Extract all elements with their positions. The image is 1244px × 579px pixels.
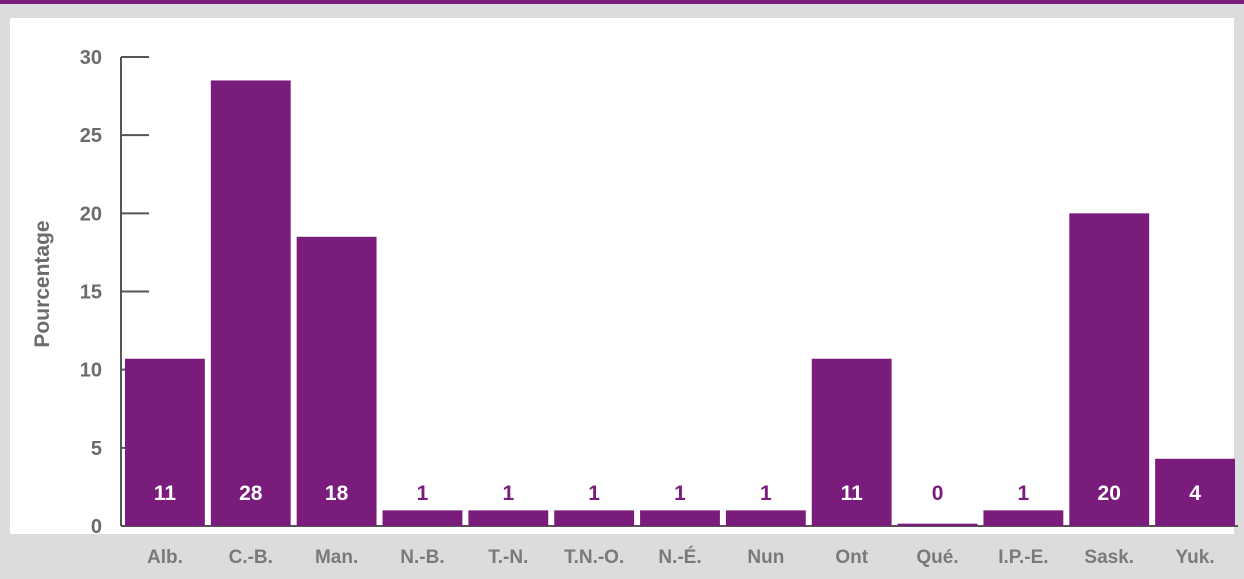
- bar: [210, 80, 291, 526]
- bar-value-label: 1: [417, 482, 429, 505]
- x-category-label: Qué.: [916, 547, 958, 568]
- bar-value-label: 1: [502, 482, 514, 505]
- x-category-label: T.-N.: [488, 547, 528, 568]
- bar-value-label: 4: [1189, 482, 1201, 505]
- y-tick-label: 5: [91, 438, 102, 460]
- bar: [983, 510, 1064, 526]
- bar: [296, 236, 377, 527]
- x-category-label: N.-B.: [400, 547, 444, 568]
- x-category-label: Sask.: [1084, 547, 1134, 568]
- bar-value-label: 1: [588, 482, 600, 505]
- bar: [811, 358, 892, 526]
- x-category-label: T.N.-O.: [564, 547, 624, 568]
- bar-value-label: 20: [1098, 482, 1121, 505]
- y-tick-label: 30: [80, 47, 102, 69]
- x-category-label: I.P.-E.: [998, 547, 1048, 568]
- x-category-label: Man.: [315, 547, 358, 568]
- bar: [382, 510, 463, 526]
- y-axis-title: Pourcentage: [31, 220, 54, 347]
- y-tick-label: 10: [80, 360, 102, 382]
- x-category-label: N.-É.: [658, 546, 701, 568]
- bar-value-label: 1: [674, 482, 686, 505]
- bar-value-label: 1: [760, 482, 772, 505]
- y-tick-label: 15: [80, 282, 102, 304]
- bar-value-label: 1: [1018, 482, 1030, 505]
- bar: [725, 510, 806, 526]
- bar-value-label: 18: [325, 482, 349, 505]
- bar-value-label: 28: [239, 482, 263, 505]
- x-category-label: Yuk.: [1176, 547, 1215, 568]
- bars: [125, 80, 1235, 527]
- y-tick-label: 0: [91, 516, 102, 538]
- y-tick-label: 25: [80, 125, 102, 147]
- bar: [468, 510, 549, 526]
- bar: [897, 523, 978, 526]
- bar-value-label: 0: [932, 482, 944, 505]
- bar: [554, 510, 635, 526]
- bar: [640, 510, 720, 526]
- bar-value-label: 11: [154, 482, 177, 505]
- top-rule: [0, 0, 1244, 4]
- x-category-label: Alb.: [147, 547, 183, 568]
- x-category-label: Nun: [747, 547, 784, 568]
- data-labels: 11 28 18 1 1 1 1 1 11 0 1 20 4: [154, 482, 1201, 505]
- bar: [1155, 458, 1235, 526]
- bar: [125, 358, 205, 526]
- bar-value-label: 11: [841, 482, 864, 505]
- x-category-label: Ont: [835, 547, 868, 568]
- bar: [1069, 213, 1150, 527]
- y-tick-label: 20: [80, 203, 102, 225]
- x-category-label: C.-B.: [229, 547, 273, 568]
- category-labels: Alb. C.-B. Man. N.-B. T.-N. T.N.-O. N.-É. Nun On…: [147, 546, 1215, 568]
